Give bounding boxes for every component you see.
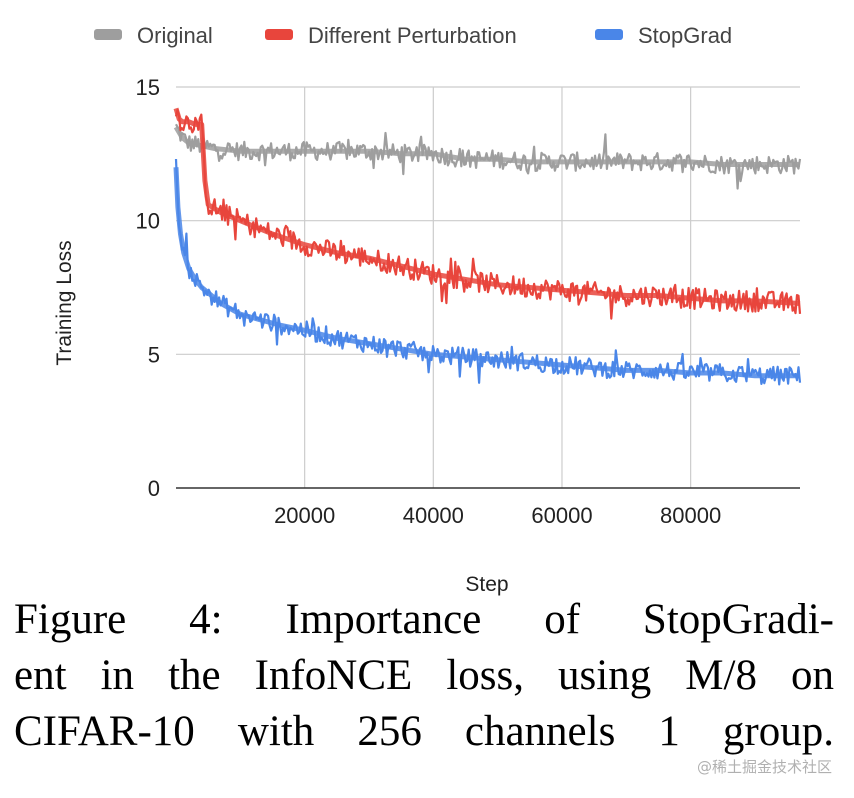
series-noisy-line: [175, 123, 802, 190]
legend-label-stopgrad: StopGrad: [638, 23, 732, 48]
legend-swatch-stopgrad: [595, 29, 623, 40]
series-different-perturbation: [173, 107, 802, 320]
caption-line-1: Figure 4: Importance of StopGradi-: [14, 596, 834, 643]
series-layer: [173, 107, 802, 386]
x-axis-title: Step: [465, 573, 508, 596]
x-tick-label: 60000: [531, 503, 592, 528]
series-original: [173, 123, 802, 190]
watermark: @稀土掘金技术社区: [696, 758, 832, 776]
y-tick-label: 5: [148, 342, 160, 367]
x-tick-label: 20000: [274, 503, 335, 528]
x-tick-label: 40000: [403, 503, 464, 528]
x-tick-label: 80000: [660, 503, 721, 528]
caption-line-2: ent in the InfoNCE loss, using M/8 on: [14, 652, 834, 699]
legend: Original Different Perturbation StopGrad: [94, 23, 732, 48]
series-noisy-line: [174, 158, 802, 386]
y-axis-title: Training Loss: [53, 240, 76, 365]
series-trend-line: [173, 107, 801, 306]
y-tick-label: 15: [136, 75, 160, 100]
series-noisy-line: [174, 108, 802, 320]
series-stopgrad: [173, 158, 802, 386]
axes: 0 5 10 15 20000 40000 60000 80000: [136, 75, 800, 528]
legend-label-different-perturbation: Different Perturbation: [308, 23, 517, 48]
training-loss-chart: 0 5 10 15 20000 40000 60000 80000 Original Diff…: [53, 23, 802, 596]
y-tick-label: 0: [148, 476, 160, 501]
legend-swatch-different-perturbation: [265, 29, 293, 40]
caption-line-3: CIFAR-10 with 256 channels 1 group.: [14, 708, 834, 755]
series-trend-line: [173, 167, 800, 379]
legend-label-original: Original: [137, 23, 213, 48]
y-tick-label: 10: [136, 209, 160, 234]
legend-swatch-original: [94, 29, 122, 40]
figure-caption: Figure 4: Importance of StopGradi- ent i…: [14, 592, 834, 760]
